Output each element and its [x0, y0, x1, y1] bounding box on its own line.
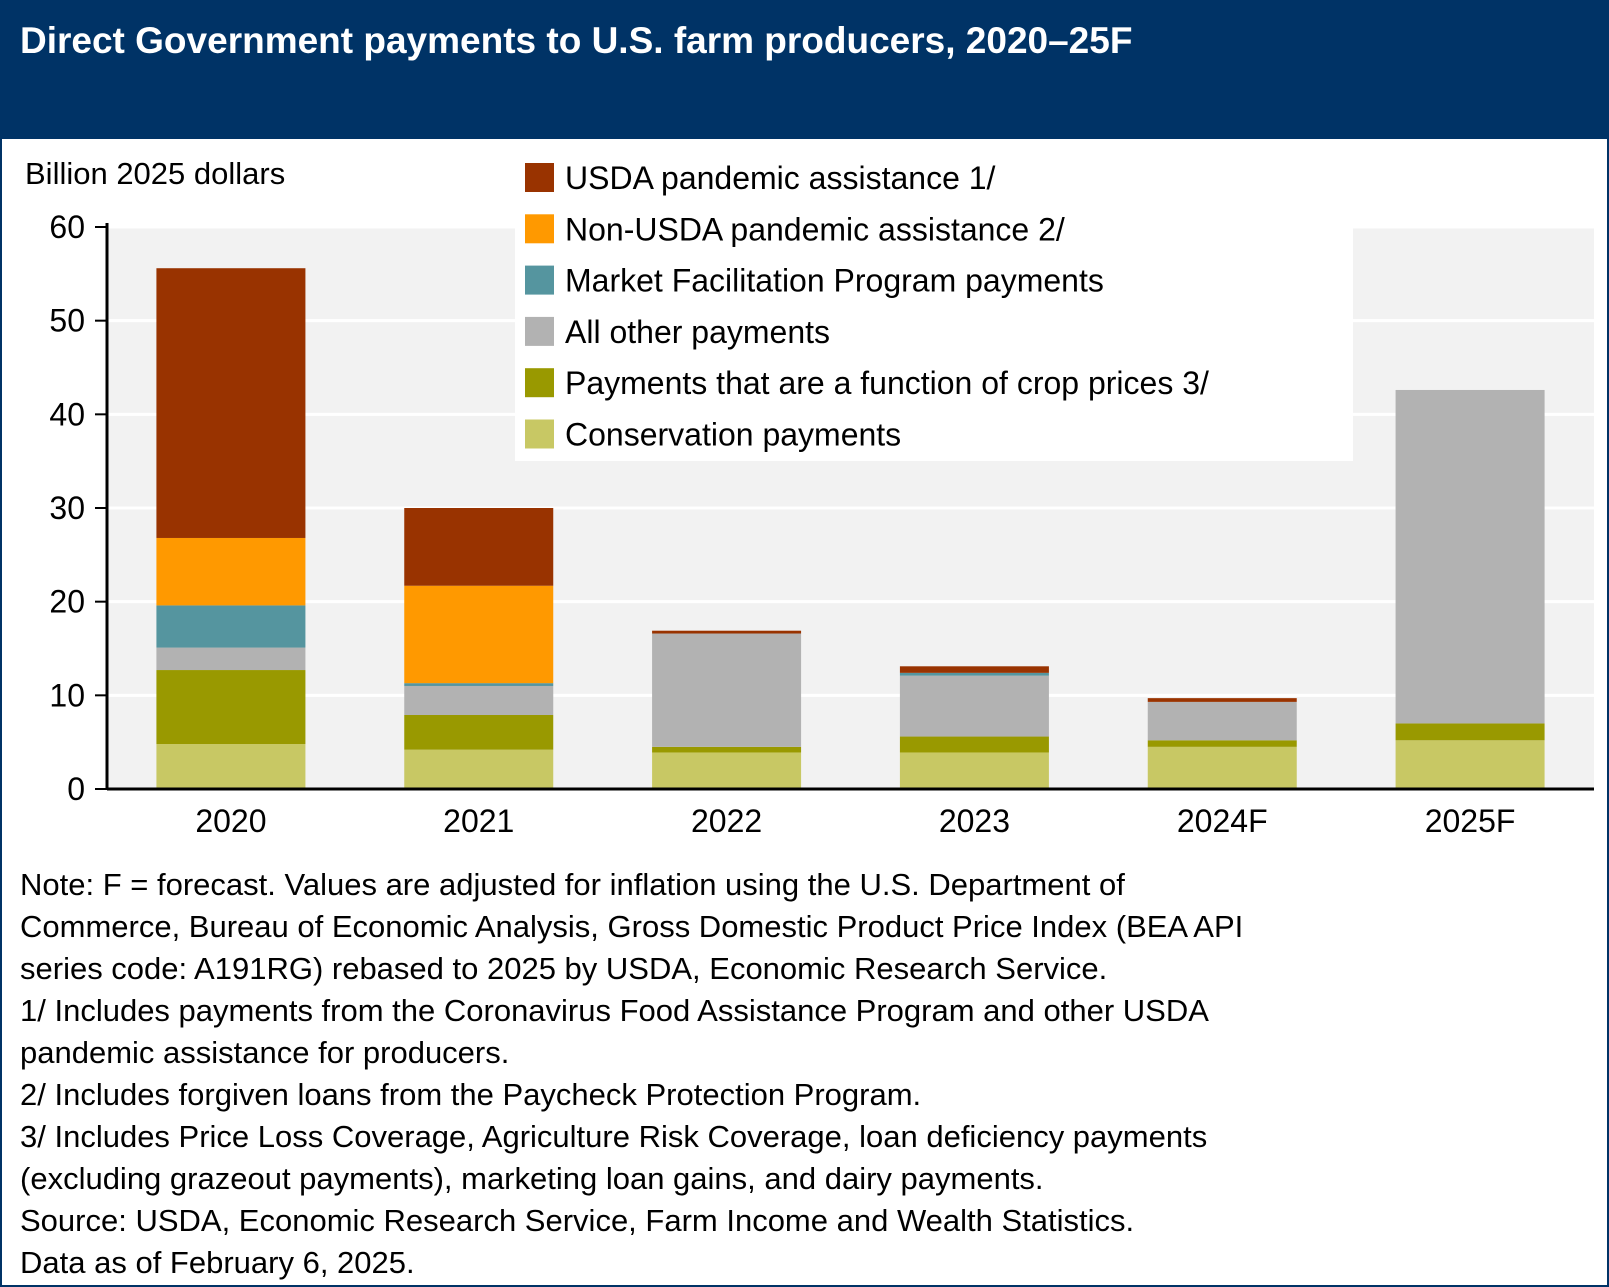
y-tick-label: 30	[49, 490, 85, 526]
legend-box	[515, 149, 1353, 461]
note-line: Source: USDA, Economic Research Service,…	[20, 1203, 1135, 1238]
y-tick-label: 60	[49, 209, 85, 245]
chart-title: Direct Government payments to U.S. farm …	[20, 20, 1133, 61]
x-tick-label: 2024F	[1177, 803, 1268, 839]
note-line: 2/ Includes forgiven loans from the Payc…	[20, 1077, 922, 1112]
bar-segment	[1147, 698, 1297, 702]
y-tick-label: 40	[49, 396, 85, 432]
note-line: Note: F = forecast. Values are adjusted …	[20, 867, 1125, 902]
title-bar: Direct Government payments to U.S. farm …	[2, 2, 1607, 139]
legend-swatch	[525, 163, 554, 192]
bar-segment	[156, 268, 306, 538]
note-line: (excluding grazeout payments), marketing…	[20, 1161, 1044, 1196]
legend-swatch	[525, 419, 554, 449]
x-tick-label: 2025F	[1425, 803, 1516, 839]
bar-segment	[899, 666, 1049, 673]
legend-swatch	[525, 214, 554, 244]
bar-segment	[652, 746, 802, 753]
bar-segment	[156, 744, 306, 789]
bar-segment	[1147, 746, 1297, 789]
legend-label: Payments that are a function of crop pri…	[565, 365, 1209, 401]
legend-swatch	[525, 316, 554, 346]
legend-label: Market Facilitation Program payments	[565, 263, 1104, 299]
bar-segment	[899, 675, 1049, 737]
note-line: pandemic assistance for producers.	[20, 1035, 510, 1070]
bar-segment	[1147, 740, 1297, 747]
legend-label: All other payments	[565, 314, 830, 350]
y-tick-label: 20	[49, 584, 85, 620]
bar-segment	[156, 647, 306, 671]
x-tick-label: 2023	[939, 803, 1010, 839]
x-tick-label: 2022	[691, 803, 762, 839]
note-line: Data as of February 6, 2025.	[20, 1245, 415, 1280]
legend-label: Conservation payments	[565, 417, 901, 453]
y-tick-label: 0	[67, 771, 85, 807]
x-tick-label: 2021	[443, 803, 514, 839]
bar-segment	[156, 605, 306, 648]
note-line: series code: A191RG) rebased to 2025 by …	[20, 951, 1108, 986]
bar-segment	[404, 508, 554, 586]
bar-segment	[652, 752, 802, 789]
bar-segment	[899, 736, 1049, 753]
bar-segment	[1395, 740, 1545, 789]
note-line: 3/ Includes Price Loss Coverage, Agricul…	[20, 1119, 1208, 1154]
bar-segment	[899, 672, 1049, 676]
bar-segment	[156, 537, 306, 606]
bar-segment	[899, 752, 1049, 789]
y-tick-label: 50	[49, 303, 85, 339]
bar-segment	[404, 685, 554, 716]
bar-segment	[404, 683, 554, 686]
bar-segment	[1147, 701, 1297, 741]
chart-svg: 0 10 20 30 40 50 60 Billion 2025 dollars 2020 202…	[25, 149, 1594, 839]
bar-segment	[404, 749, 554, 789]
x-tick-label: 2020	[195, 803, 266, 839]
legend-label: Non-USDA pandemic assistance 2/	[565, 211, 1065, 247]
note-line: Commerce, Bureau of Economic Analysis, G…	[20, 909, 1244, 944]
bar-segment	[652, 630, 802, 634]
notes: Note: F = forecast. Values are adjusted …	[20, 864, 1600, 1284]
bar-segment	[1395, 723, 1545, 741]
bar-segment	[404, 715, 554, 750]
y-tick-label: 10	[49, 677, 85, 713]
y-axis-label: Billion 2025 dollars	[25, 156, 285, 191]
bar-segment	[652, 633, 802, 747]
legend-swatch	[525, 368, 554, 398]
legend-label: USDA pandemic assistance 1/	[565, 160, 996, 196]
bar-segment	[404, 585, 554, 684]
legend-swatch	[525, 265, 554, 295]
bar-segment	[1395, 389, 1545, 724]
note-line: 1/ Includes payments from the Coronaviru…	[20, 993, 1209, 1028]
bar-segment	[156, 670, 306, 745]
